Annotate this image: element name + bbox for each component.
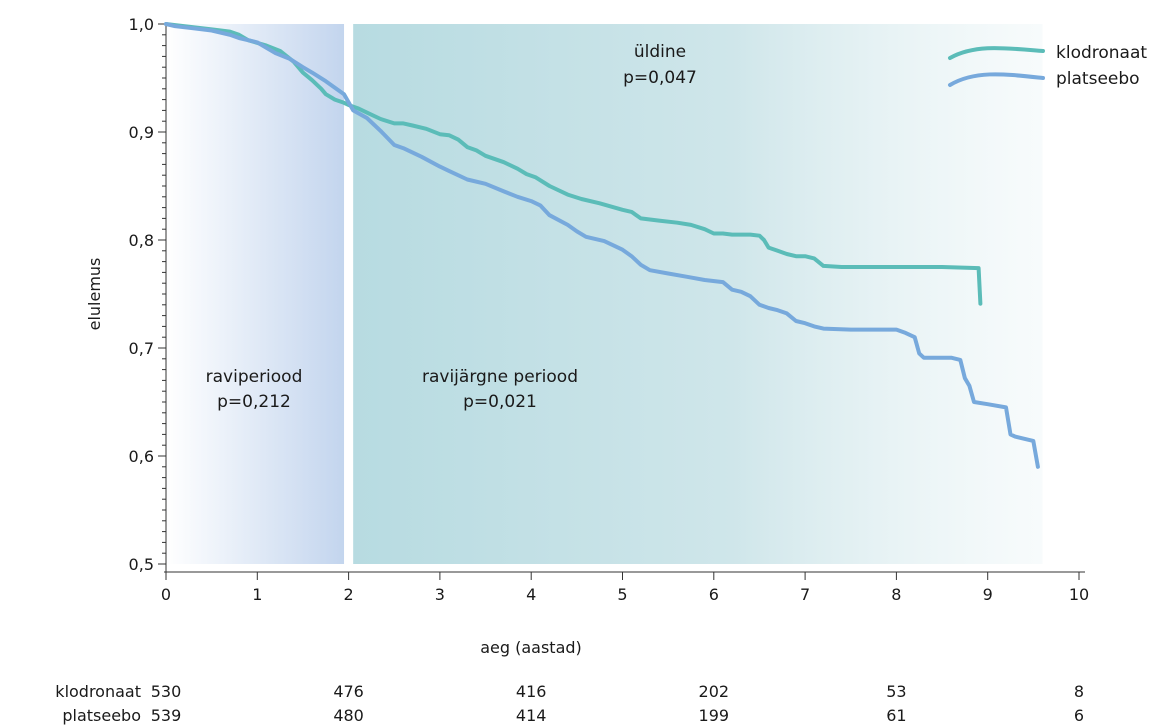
legend: klodronaat platseebo bbox=[948, 43, 1147, 89]
x-axis-title: aeg (aastad) bbox=[480, 638, 582, 657]
y-axis-title: elulemus bbox=[85, 258, 104, 331]
risk-value: 202 bbox=[699, 682, 730, 701]
x-tick-label: 10 bbox=[1069, 585, 1089, 604]
risk-value: 61 bbox=[886, 706, 906, 725]
treatment-period-p-value: p=0,212 bbox=[217, 392, 291, 412]
risk-value: 8 bbox=[1074, 682, 1084, 701]
series-line-klodronaat bbox=[164, 22, 983, 306]
legend-line-platseebo bbox=[948, 72, 1045, 87]
legend-label-klodronaat: klodronaat bbox=[1056, 43, 1147, 63]
x-tick-label: 3 bbox=[435, 585, 445, 604]
y-ticks: 1,0 0,9 0,8 0,7 0,6 0,5 bbox=[129, 15, 166, 574]
y-tick-label: 0,5 bbox=[129, 555, 154, 574]
y-tick-label: 0,8 bbox=[129, 231, 154, 250]
x-tick-label: 7 bbox=[800, 585, 810, 604]
risk-value: 539 bbox=[151, 706, 182, 725]
x-tick-label: 6 bbox=[709, 585, 719, 604]
risk-row-label-platseebo: platseebo bbox=[62, 706, 141, 725]
shaded-region-0 bbox=[166, 24, 345, 564]
post-treatment-period-label: ravijärgne periood bbox=[422, 367, 578, 387]
x-tick-label: 8 bbox=[891, 585, 901, 604]
risk-value: 414 bbox=[516, 706, 547, 725]
y-tick-label: 1,0 bbox=[129, 15, 154, 34]
risk-value: 476 bbox=[333, 682, 364, 701]
legend-line-klodronaat bbox=[948, 46, 1045, 60]
x-tick-label: 4 bbox=[526, 585, 536, 604]
series-line-platseebo bbox=[164, 22, 1040, 469]
treatment-period-label: raviperiood bbox=[206, 367, 303, 387]
risk-value: 6 bbox=[1074, 706, 1084, 725]
overall-label: üldine bbox=[634, 42, 686, 62]
series-lines bbox=[164, 22, 1040, 469]
legend-label-platseebo: platseebo bbox=[1056, 69, 1140, 89]
x-tick-label: 2 bbox=[344, 585, 354, 604]
risk-value: 199 bbox=[699, 706, 730, 725]
shaded-regions bbox=[166, 24, 1043, 564]
risk-row-label-klodronaat: klodronaat bbox=[55, 682, 141, 701]
y-tick-label: 0,9 bbox=[129, 123, 154, 142]
x-tick-label: 9 bbox=[983, 585, 993, 604]
x-tick-label: 5 bbox=[617, 585, 627, 604]
y-tick-label: 0,7 bbox=[129, 339, 154, 358]
overall-p-value: p=0,047 bbox=[623, 68, 697, 88]
y-tick-label: 0,6 bbox=[129, 447, 154, 466]
risk-value: 53 bbox=[886, 682, 906, 701]
x-tick-label: 0 bbox=[161, 585, 171, 604]
post-treatment-period-p-value: p=0,021 bbox=[463, 392, 537, 412]
risk-value: 530 bbox=[151, 682, 182, 701]
risk-value: 416 bbox=[516, 682, 547, 701]
x-tick-label: 1 bbox=[252, 585, 262, 604]
region-labels: raviperiood p=0,212 ravijärgne periood p… bbox=[206, 42, 697, 412]
risk-value: 480 bbox=[333, 706, 364, 725]
at-risk-table: klodronaat 530 476 416 202 53 8 platseebo 539 480… bbox=[55, 682, 1084, 725]
x-ticks: 0 1 2 3 4 5 6 7 8 9 10 bbox=[161, 572, 1089, 604]
axes: 1,0 0,9 0,8 0,7 0,6 0,5 0 1 2 3 4 5 6 7 8 9 10 bbox=[129, 15, 1090, 604]
shaded-region-1 bbox=[353, 24, 1043, 564]
